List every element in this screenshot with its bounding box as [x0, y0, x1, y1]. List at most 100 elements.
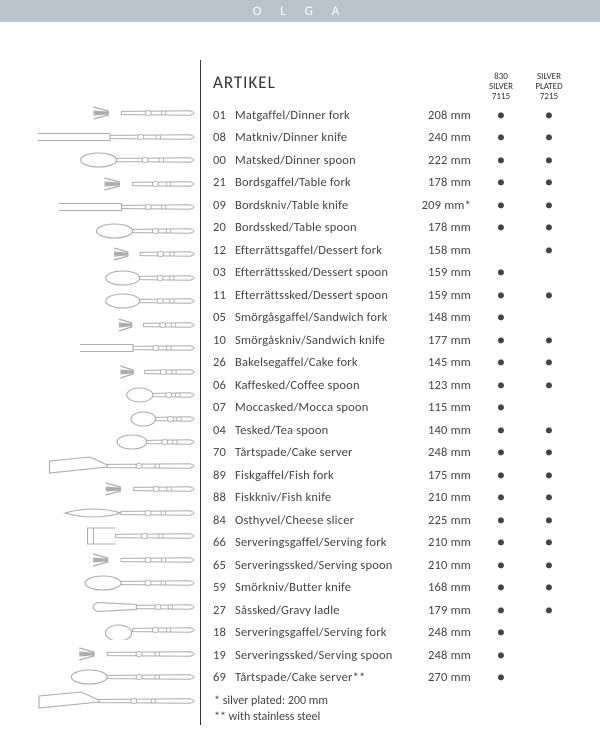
item-name: Fiskkniv/Fish knife: [235, 490, 419, 505]
item-name: Efterrättssked/Dessert spoon: [235, 288, 419, 303]
dot-plated: ●: [525, 513, 573, 528]
table-row: 08 Matkniv/Dinner knife 240 mm ● ●: [213, 127, 590, 150]
dot-830: ●: [477, 603, 525, 618]
table-row: 27 Såssked/Gravy ladle 179 mm ● ●: [213, 599, 590, 622]
table-row: 26 Bakelsegaffel/Cake fork 145 mm ● ●: [213, 352, 590, 375]
item-name: Matsked/Dinner spoon: [235, 153, 419, 168]
dot-830: ●: [477, 265, 525, 280]
utensil-icon: [86, 596, 198, 619]
utensil-icon: [116, 384, 198, 407]
item-length: 168 mm: [419, 580, 477, 595]
dot-plated: ●: [525, 580, 573, 595]
item-length: 158 mm: [419, 243, 477, 258]
utensil-icon: [105, 431, 198, 454]
item-number: 19: [213, 648, 235, 663]
item-number: 26: [213, 355, 235, 370]
table-row: 88 Fiskkniv/Fish knife 210 mm ● ●: [213, 487, 590, 510]
item-number: 09: [213, 198, 235, 213]
item-number: 21: [213, 175, 235, 190]
item-length: 210 mm: [419, 490, 477, 505]
utensil-icon: [93, 243, 198, 266]
item-length: 179 mm: [419, 603, 477, 618]
item-number: 27: [213, 603, 235, 618]
table-row: 00 Matsked/Dinner spoon 222 mm ● ●: [213, 149, 590, 172]
table-row: 70 Tårtspade/Cake server 248 mm ● ●: [213, 442, 590, 465]
item-number: 01: [213, 108, 235, 123]
dot-plated: ●: [525, 445, 573, 460]
utensil-icon: [92, 290, 198, 313]
utensil-icon: [79, 619, 198, 642]
item-name: Serveringsgaffel/Serving fork: [235, 625, 419, 640]
item-number: 89: [213, 468, 235, 483]
col-head-830: 830 SILVER 7115: [477, 72, 525, 104]
dot-plated: ●: [525, 130, 573, 145]
item-length: 148 mm: [419, 310, 477, 325]
item-number: 84: [213, 513, 235, 528]
item-length: 240 mm: [419, 130, 477, 145]
page: ARTIKEL 830 SILVER 7115 SILVER PLATED 72…: [0, 22, 600, 60]
item-length: 159 mm: [419, 288, 477, 303]
utensil-icon: [92, 267, 198, 290]
dot-830: ●: [477, 310, 525, 325]
item-length: 178 mm: [419, 220, 477, 235]
dot-830: ●: [477, 400, 525, 415]
utensil-icon: [99, 314, 198, 337]
dot-830: ●: [477, 535, 525, 550]
table-row: 04 Tesked/Tea spoon 140 mm ● ●: [213, 419, 590, 442]
dot-plated: ●: [525, 108, 573, 123]
table-header: ARTIKEL 830 SILVER 7115 SILVER PLATED 72…: [213, 60, 590, 104]
item-number: 88: [213, 490, 235, 505]
item-length: 145 mm: [419, 355, 477, 370]
item-number: 66: [213, 535, 235, 550]
dot-830: ●: [477, 513, 525, 528]
dot-plated: ●: [525, 603, 573, 618]
brand-name: O L G A: [253, 4, 348, 19]
item-length: 225 mm: [419, 513, 477, 528]
item-number: 65: [213, 558, 235, 573]
utensil-icon: [121, 408, 198, 431]
item-number: 59: [213, 580, 235, 595]
item-name: Matgaffel/Dinner fork: [235, 108, 419, 123]
dot-830: ●: [477, 130, 525, 145]
dot-plated: ●: [525, 175, 573, 190]
table-row: 66 Serveringsgaffel/Serving fork 210 mm …: [213, 532, 590, 555]
dot-830: ●: [477, 558, 525, 573]
table-row: 03 Efterrättssked/Dessert spoon 159 mm ●: [213, 262, 590, 285]
dot-plated: ●: [525, 198, 573, 213]
item-name: Matkniv/Dinner knife: [235, 130, 419, 145]
dot-plated: ●: [525, 468, 573, 483]
table-row: 12 Efterrättsgaffel/Dessert fork 158 mm …: [213, 239, 590, 262]
item-length: 248 mm: [419, 625, 477, 640]
dot-830: ●: [477, 108, 525, 123]
item-name: Smörkniv/Butter knife: [235, 580, 419, 595]
utensil-icon: [81, 478, 198, 501]
table-row: 59 Smörkniv/Butter knife 168 mm ● ●: [213, 577, 590, 600]
table-title: ARTIKEL: [213, 72, 419, 104]
item-number: 70: [213, 445, 235, 460]
table-row: 09 Bordskniv/Table knife 209 mm* ● ●: [213, 194, 590, 217]
dot-plated: ●: [525, 333, 573, 348]
item-number: 08: [213, 130, 235, 145]
dot-830: ●: [477, 220, 525, 235]
table-row: 05 Smörgåsgaffel/Sandwich fork 148 mm ●: [213, 307, 590, 330]
item-length: 210 mm: [419, 558, 477, 573]
item-name: Efterrättsgaffel/Dessert fork: [235, 243, 419, 258]
brand-bar: O L G A: [0, 0, 600, 22]
item-name: Kaffesked/Coffee spoon: [235, 378, 419, 393]
item-name: Tårtspade/Cake server: [235, 445, 419, 460]
item-length: 123 mm: [419, 378, 477, 393]
utensil-icon: [59, 102, 198, 125]
utensil-icon: [80, 337, 198, 360]
utensil-icon: [58, 502, 198, 525]
dot-plated: ●: [525, 423, 573, 438]
item-name: Såssked/Gravy ladle: [235, 603, 419, 618]
item-number: 18: [213, 625, 235, 640]
dot-plated: ●: [525, 490, 573, 505]
dot-830: ●: [477, 468, 525, 483]
table-row: 01 Matgaffel/Dinner fork 208 mm ● ●: [213, 104, 590, 127]
item-number: 07: [213, 400, 235, 415]
dot-830: ●: [477, 175, 525, 190]
table-row: 69 Tårtspade/Cake server** 270 mm ●: [213, 667, 590, 690]
item-length: 209 mm*: [419, 198, 477, 213]
dot-plated: ●: [525, 378, 573, 393]
